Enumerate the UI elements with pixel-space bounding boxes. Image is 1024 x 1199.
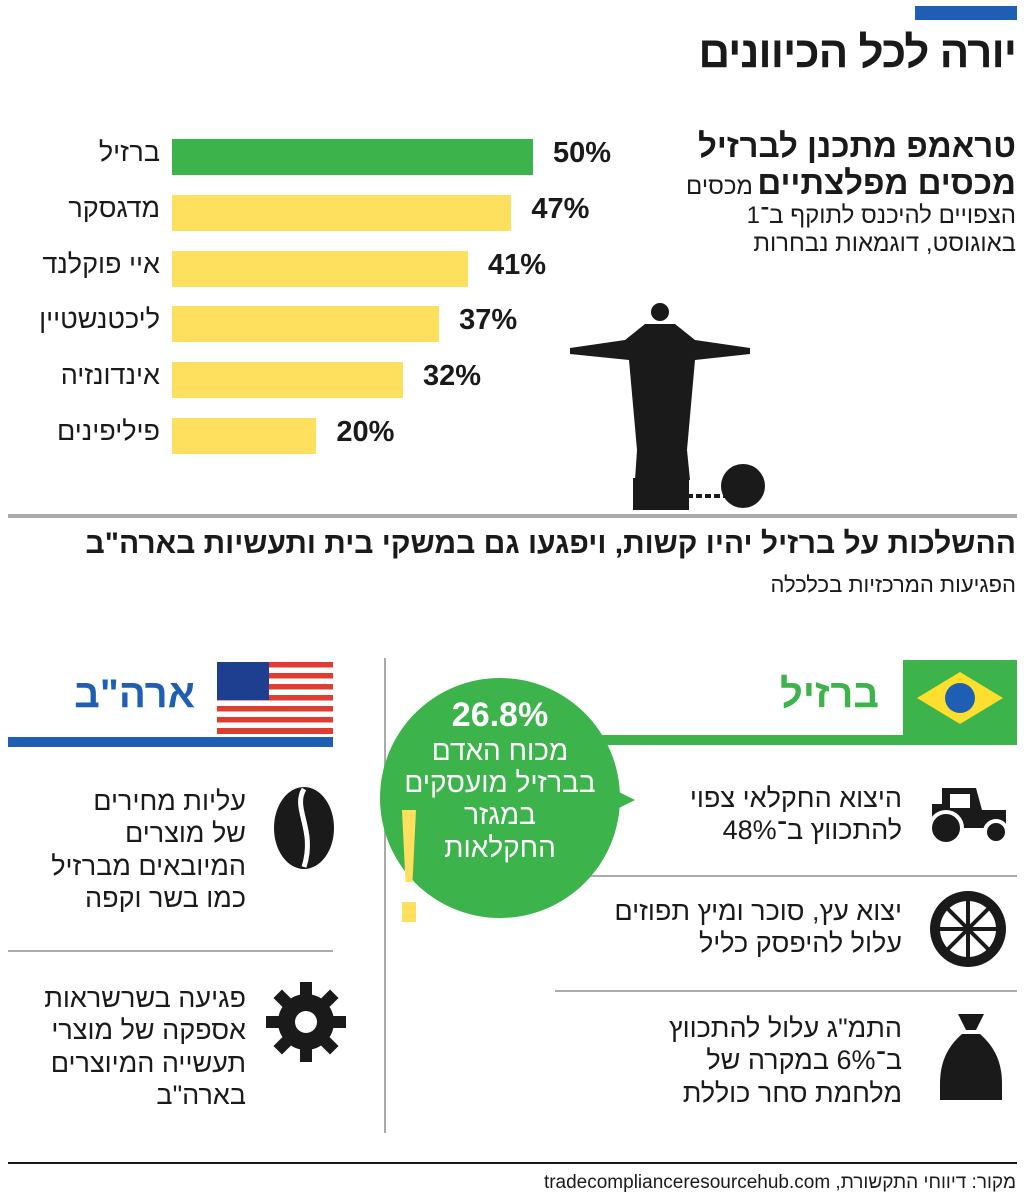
brazil-flag-icon: [903, 660, 1017, 736]
brazil-impact-item: יצוא עץ, סוכר ומיץ תפוזים עלול להיפסק כלי…: [614, 895, 902, 960]
bar-value-label: 32%: [423, 360, 482, 393]
bar-label: איי פוקלנד: [42, 248, 160, 279]
bar-value-label: 47%: [531, 192, 590, 225]
bar-label: ליכטנשטיין: [39, 304, 160, 335]
accent-bar: [915, 6, 1017, 20]
intro-headline-2: מכסים מפלצתיים: [757, 163, 1016, 201]
bar: [172, 194, 512, 231]
usa-impact-item: פגיעה בשרשראות אספקה של מוצרי תעשייה המיוצ…: [44, 982, 246, 1112]
bar-label: ברזיל: [98, 137, 160, 167]
item-text-line: אספקה של מוצרי: [51, 1015, 246, 1046]
item-text-line: ב־6% במקרה של: [706, 1045, 902, 1076]
intro-body-2: הצפויים להיכנס לתוקף ב־1: [746, 201, 1016, 229]
tractor-icon: [922, 782, 1014, 851]
item-divider: [555, 990, 1017, 992]
footer-divider: [8, 1162, 1017, 1164]
bar: [172, 250, 469, 287]
exclamation-icon: [402, 810, 416, 882]
item-text-line: היצוא החקלאי צפוי: [689, 783, 902, 813]
bar: [172, 418, 317, 454]
impact-subtitle: הפגיעות המרכזיות בכלכלה: [770, 572, 1016, 597]
item-divider: [8, 950, 333, 952]
bar: [172, 139, 533, 175]
bar-value-label: 50%: [553, 137, 612, 169]
item-text-line: תעשייה המיוצרים: [50, 1047, 246, 1078]
item-text-line: בארה"ב: [156, 1080, 246, 1111]
usa-impact-item: עליות מחירים של מוצרים המיובאים מברזיל כמו …: [51, 785, 246, 915]
stat-line: במגזר: [464, 799, 536, 831]
christ-statue-icon: [570, 303, 765, 510]
column-divider: [384, 658, 386, 1133]
item-text-line: כמו בשר וקפה: [85, 883, 246, 914]
gear-icon: [249, 965, 363, 1079]
intro-text: טראמפ מתכנן לברזיל מכסים מפלצתיים מכסים …: [636, 127, 1016, 257]
item-text-line: פגיעה בשרשראות: [44, 983, 246, 1013]
bubble-tail: [595, 780, 635, 820]
orange-slice-icon: [928, 889, 1008, 974]
section-divider: [8, 514, 1017, 518]
bar-label: אינדונזיה: [60, 360, 160, 391]
intro-body-3: באוגוסט, דוגמאות נבחרות: [753, 229, 1016, 257]
item-text-line: של מוצרים: [125, 818, 246, 849]
brazil-impact-item: התמ"ג עלול להתכווץ ב־6% במקרה של מלחמת סחר…: [669, 1012, 902, 1109]
coffee-bean-icon: [272, 785, 336, 876]
bar-value-label: 20%: [336, 416, 395, 448]
stat-line: מכוח האדם: [431, 735, 569, 766]
stat-line: החקלאות: [444, 831, 556, 863]
item-divider: [555, 875, 1017, 877]
item-text-line: מלחמת סחר כוללת: [682, 1077, 902, 1108]
usa-flag-icon: [217, 662, 333, 734]
exclamation-dot: [402, 902, 416, 922]
item-text-line: עלול להיפסק כליל: [698, 928, 902, 959]
item-text-line: עליות מחירים: [93, 786, 246, 816]
bar-label: מדגסקר: [68, 192, 160, 223]
brazil-underline: [600, 735, 1017, 745]
usa-label: ארה"ב: [74, 672, 195, 716]
item-text-line: להתכווץ ב־48%: [722, 815, 902, 846]
intro-headline-1: טראמפ מתכנן לברזיל: [697, 127, 1016, 164]
brazil-label: ברזיל: [779, 672, 879, 716]
item-text-line: התמ"ג עלול להתכווץ: [669, 1013, 902, 1043]
money-bag-icon: [938, 1012, 1004, 1107]
stat-value: 26.8%: [451, 696, 549, 734]
bar-label: פיליפינים: [56, 416, 160, 446]
item-text-line: המיובאים מברזיל: [51, 850, 246, 881]
bar-value-label: 37%: [459, 304, 518, 337]
source-text: מקור: דיווחי התקשורת, tradecomplianceres…: [543, 1172, 1016, 1193]
bar-value-label: 41%: [488, 248, 547, 281]
bar: [172, 306, 440, 343]
brazil-impact-item: היצוא החקלאי צפוי להתכווץ ב־48%: [690, 782, 902, 847]
item-text-line: יצוא עץ, סוכר ומיץ תפוזים: [614, 896, 902, 926]
stat-bubble: 26.8% מכוח האדם בברזיל מועסקים במגזר החק…: [380, 678, 620, 918]
impact-headline: ההשלכות על ברזיל יהיו קשות, ויפגעו גם במ…: [85, 527, 1016, 560]
bar: [172, 362, 404, 399]
stat-line: בברזיל מועסקים: [404, 767, 596, 799]
usa-underline: [8, 737, 333, 747]
intro-body-start: מכסים: [686, 172, 753, 200]
page-title: יורה לכל הכיוונים: [698, 28, 1017, 77]
